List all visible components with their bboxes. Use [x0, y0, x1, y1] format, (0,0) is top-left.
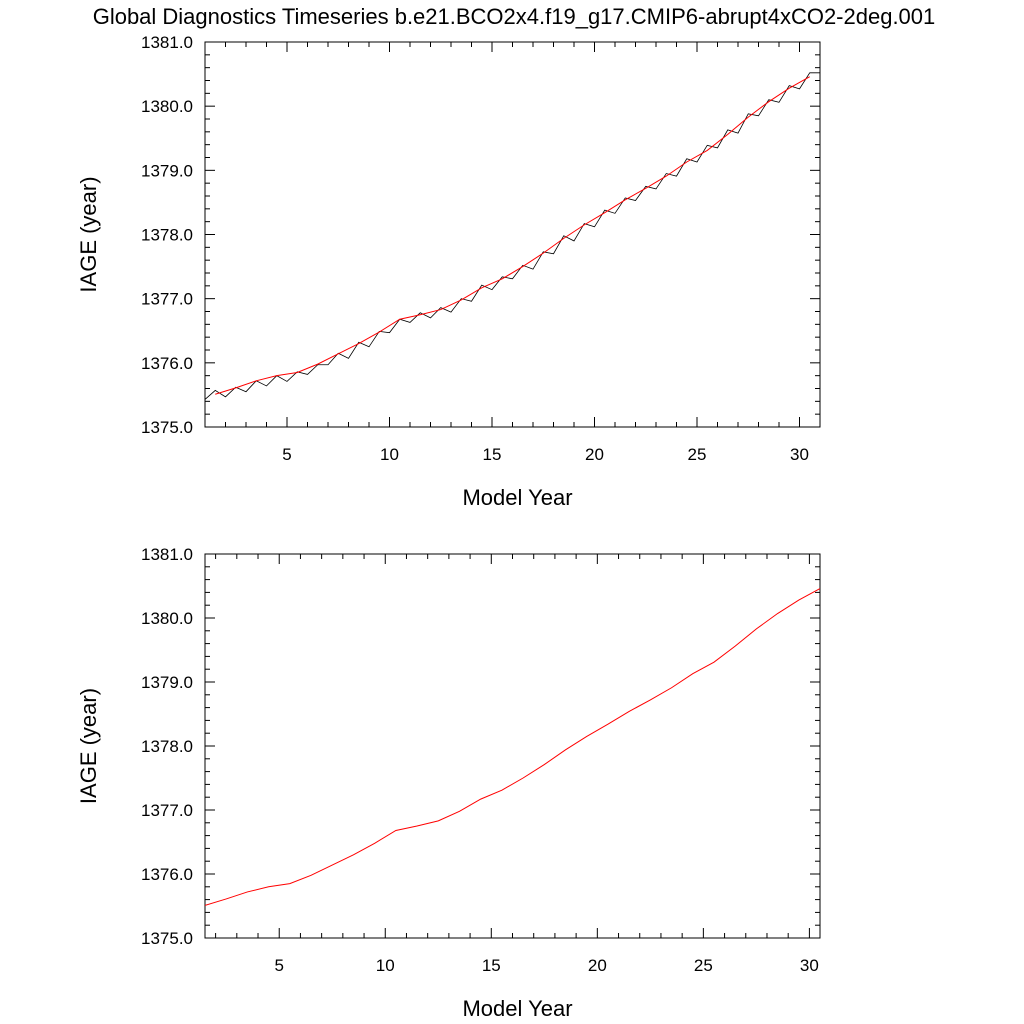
- annual-series-line: [215, 76, 810, 395]
- x-tick-label: 25: [694, 956, 713, 975]
- top-panel-timeseries: 5 10 15 20 25 30 1375.0 1376.0 1377.0 1378.0 1379.…: [76, 33, 821, 510]
- y-tick-label: 1375.0: [141, 929, 193, 948]
- y-tick-label: 1380.0: [141, 609, 193, 628]
- y-tick-label: 1381.0: [141, 33, 193, 52]
- plot-frame: [204, 41, 821, 428]
- y-tick-label: 1375.0: [141, 418, 193, 437]
- x-tick-label: 15: [482, 956, 501, 975]
- x-tick-label: 20: [585, 445, 604, 464]
- x-tick-label: 25: [688, 445, 707, 464]
- x-tick-label: 10: [380, 445, 399, 464]
- y-axis-label: IAGE (year): [76, 176, 101, 292]
- x-tick-label: 30: [790, 445, 809, 464]
- x-tick-label: 30: [800, 956, 819, 975]
- y-tick-label: 1376.0: [141, 865, 193, 884]
- x-tick-label: 10: [376, 956, 395, 975]
- x-tick-label: 20: [588, 956, 607, 975]
- bottom-panel-timeseries: 5 10 15 20 25 30 1375.0 1376.0 1377.0 1378.0 1379.…: [76, 545, 821, 1021]
- annual-series-line: [205, 588, 820, 906]
- x-axis-label: Model Year: [462, 485, 572, 510]
- x-tick-label: 5: [282, 445, 291, 464]
- figure-title: Global Diagnostics Timeseries b.e21.BCO2…: [93, 4, 936, 29]
- y-tick-label: 1378.0: [141, 226, 193, 245]
- x-tick-label: 15: [483, 445, 502, 464]
- y-tick-label: 1377.0: [141, 290, 193, 309]
- y-tick-label: 1379.0: [141, 673, 193, 692]
- y-tick-label: 1377.0: [141, 801, 193, 820]
- y-tick-label: 1379.0: [141, 161, 193, 180]
- x-axis-label: Model Year: [462, 996, 572, 1021]
- monthly-series-line: [205, 72, 820, 400]
- y-tick-label: 1381.0: [141, 545, 193, 564]
- y-tick-label: 1378.0: [141, 737, 193, 756]
- y-axis-label: IAGE (year): [76, 688, 101, 804]
- x-tick-label: 5: [274, 956, 283, 975]
- y-tick-label: 1380.0: [141, 97, 193, 116]
- y-tick-label: 1376.0: [141, 354, 193, 373]
